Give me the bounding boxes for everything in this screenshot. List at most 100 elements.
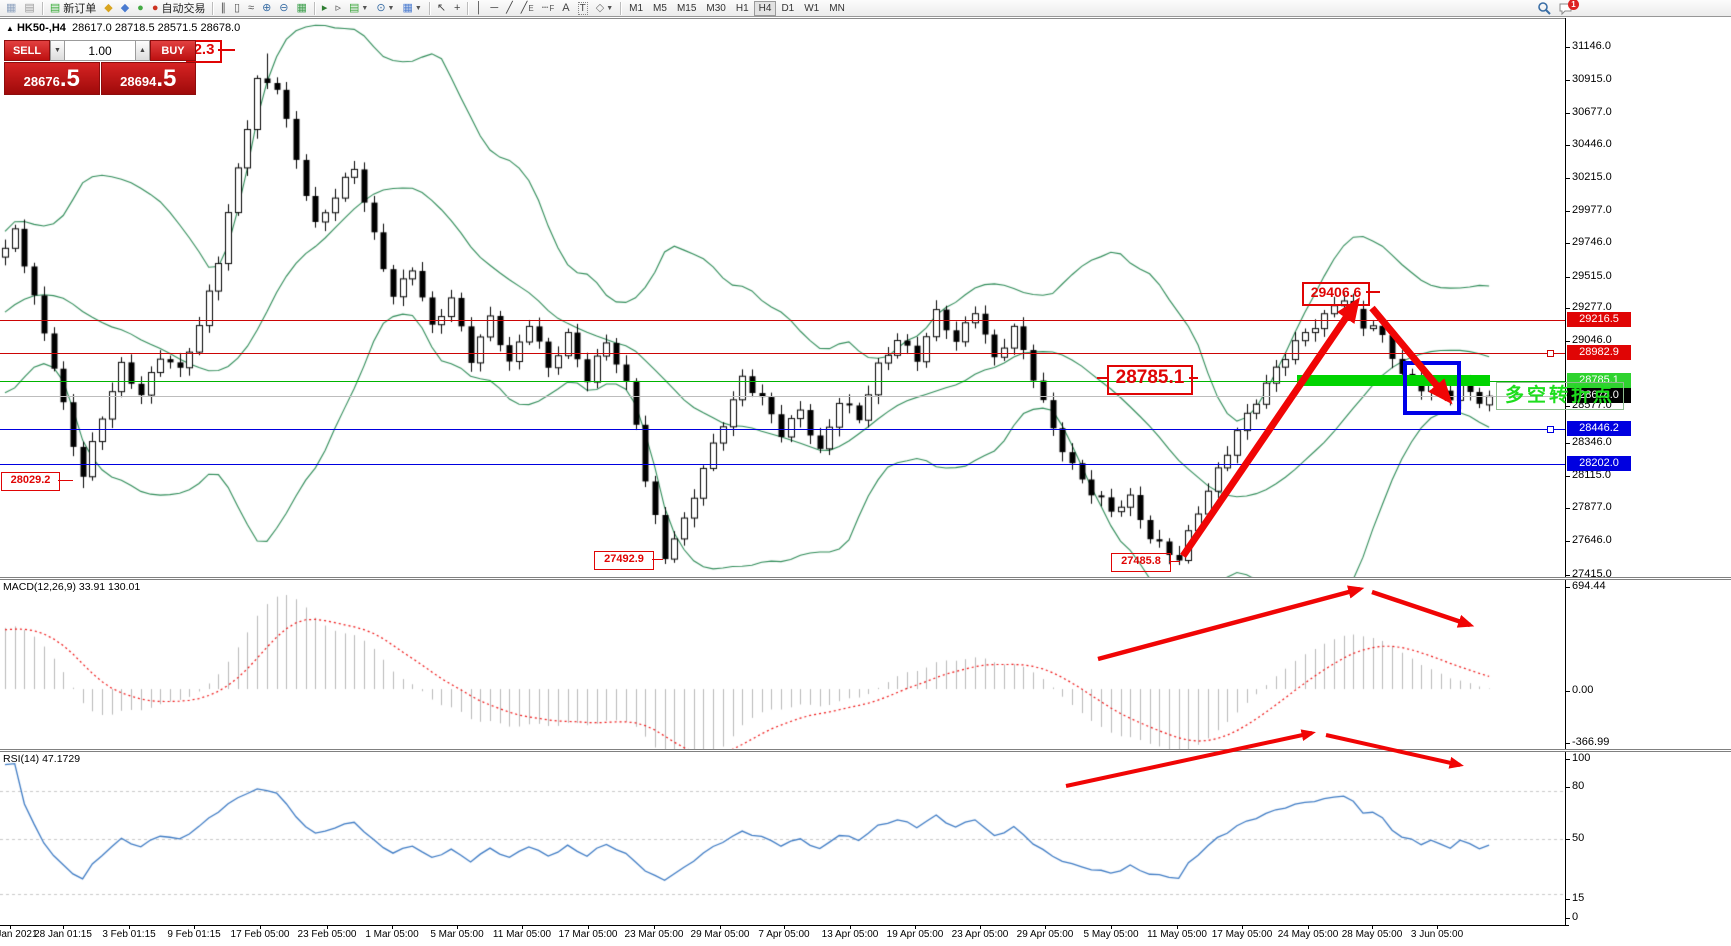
macd-pane-splitter[interactable] [0, 577, 1731, 580]
timeframe-button-mn[interactable]: MN [829, 2, 845, 14]
support-highlight-band[interactable] [1297, 375, 1490, 386]
time-axis-label: 3 Jun 05:00 [1410, 929, 1464, 940]
zoom-out-icon[interactable]: ⊖ [276, 1, 291, 16]
cursor-glyph: ↖ [436, 1, 447, 14]
notification-badge: 1 [1568, 0, 1579, 10]
sell-button[interactable]: SELL [4, 40, 50, 61]
horizontal-price-line[interactable] [0, 429, 1565, 430]
text-tool[interactable]: A [559, 1, 572, 16]
zoom-in-icon[interactable]: ⊕ [259, 1, 274, 16]
timeframe-button-h4[interactable]: H4 [753, 0, 777, 16]
time-axis-label: 23 Feb 05:00 [297, 929, 357, 940]
vertical-line-tool[interactable]: │ [472, 1, 485, 16]
equidistant-channel-tool[interactable]: ╱ E [518, 1, 537, 16]
indicators-button[interactable]: ▦ ▼ [399, 1, 424, 16]
price-axis-tick [1565, 406, 1570, 407]
timeframe-button-m30[interactable]: M30 [706, 2, 726, 14]
dropdown-caret-icon[interactable]: ▼ [414, 4, 422, 12]
sell-price-fraction: .5 [59, 65, 80, 92]
macd-chart-canvas[interactable] [0, 580, 1565, 749]
price-axis-tick [1565, 277, 1570, 278]
signal-icon[interactable]: ● [134, 1, 147, 16]
buy-price-main: 28694 [120, 74, 157, 89]
time-axis-label: 5 Mar 05:00 [430, 929, 484, 940]
collapse-panel-icon[interactable]: ▲ [6, 24, 14, 33]
arrows-glyph: ◇ [595, 1, 605, 14]
horizontal-price-line[interactable] [0, 464, 1565, 465]
price-tag[interactable]: 29406.6 [1302, 282, 1370, 306]
candlestick-chart-icon[interactable]: ▯ [231, 1, 243, 16]
rsi-chart-canvas[interactable] [0, 752, 1565, 925]
price-axis-tick [1565, 443, 1570, 444]
search-icon[interactable] [1537, 1, 1552, 16]
timeframe-button-m5[interactable]: M5 [653, 2, 667, 14]
line-chart-icon[interactable]: ≈ [245, 1, 257, 16]
lot-increase-button[interactable]: ▲ [135, 40, 150, 61]
line-selection-marker[interactable] [1547, 350, 1554, 357]
notifications-icon[interactable]: 1 [1558, 0, 1579, 16]
line-selection-marker[interactable] [1547, 426, 1554, 433]
lot-decrease-button[interactable]: ▼ [50, 40, 65, 61]
horizontal-price-line[interactable] [0, 381, 1565, 382]
turning-point-note[interactable]: 多空转折点 [1496, 382, 1624, 410]
tile-windows-icon[interactable]: ▦ [294, 1, 310, 16]
chart-window-icon[interactable]: ▦ [3, 1, 19, 16]
new-chart-button[interactable]: ▤ ▼ [346, 1, 371, 16]
rsi-axis-label: 50 [1572, 832, 1585, 844]
time-axis-label: 19 Apr 05:00 [886, 929, 944, 940]
buy-price-display[interactable]: 28694 .5 [100, 62, 196, 95]
auto-scroll-icon[interactable]: ▸ [319, 1, 331, 16]
consolidation-rectangle[interactable] [1403, 361, 1461, 415]
auto-trading-button[interactable]: ● 自动交易 [149, 1, 209, 16]
time-axis-label: 23 Apr 05:00 [951, 929, 1009, 940]
metaquotes-icon[interactable]: ◆ [118, 1, 132, 16]
price-axis-tick [1565, 308, 1570, 309]
dropdown-caret-icon[interactable]: ▼ [606, 4, 614, 12]
arrows-tool[interactable]: ◇ ▼ [593, 1, 616, 16]
price-tag[interactable]: 27492.9 [594, 551, 654, 570]
sell-price-main: 28676 [23, 74, 60, 89]
timeframe-button-m15[interactable]: M15 [676, 2, 697, 14]
price-tag[interactable]: 27485.8 [1111, 553, 1171, 572]
bar-chart-icon[interactable]: ∥ [217, 1, 229, 16]
horizontal-price-line[interactable] [0, 396, 1565, 397]
lot-size-input[interactable]: 1.00 [65, 40, 135, 61]
cursor-tool[interactable]: ↖ [434, 1, 449, 16]
rsi-pane-splitter[interactable] [0, 749, 1731, 752]
price-tag[interactable]: 28029.2 [1, 472, 60, 491]
signal-icon-glyph: ● [137, 1, 144, 14]
buy-button[interactable]: BUY [150, 40, 196, 61]
price-tag-connector [1169, 561, 1180, 562]
timeframe-button-w1[interactable]: W1 [804, 2, 820, 14]
horizontal-line-tool[interactable]: ─ [487, 1, 501, 16]
timeframe-button-m1[interactable]: M1 [629, 2, 644, 14]
timeframe-button-h1[interactable]: H1 [735, 2, 749, 14]
price-axis-tick [1565, 759, 1570, 760]
toolbar-separator [467, 1, 469, 15]
trendline-tool[interactable]: ╱ [503, 1, 516, 16]
new-order-glyph: ▤ [49, 1, 61, 14]
dropdown-caret-icon[interactable]: ▼ [361, 4, 369, 12]
time-axis-tick [260, 925, 261, 929]
macd-axis-label: 694.44 [1572, 580, 1606, 592]
periodicity-button[interactable]: ⊙ ▼ [373, 1, 397, 16]
price-tag[interactable]: 28785.1 [1107, 365, 1193, 395]
horizontal-price-line[interactable] [0, 353, 1565, 354]
equidistant-channel-glyph: ╱ [520, 1, 528, 14]
toolbar-separator [620, 1, 622, 15]
label-tool[interactable]: T [575, 1, 591, 16]
time-axis-label: 13 Apr 05:00 [821, 929, 879, 940]
sell-price-display[interactable]: 28676 .5 [4, 62, 100, 95]
crosshair-tool[interactable]: + [451, 1, 463, 16]
time-axis-label: 7 Apr 05:00 [758, 929, 810, 940]
timeframe-button-d1[interactable]: D1 [781, 2, 795, 14]
price-axis-label: 30677.0 [1572, 106, 1612, 118]
new-order-button[interactable]: ▤ 新订单 [47, 1, 99, 16]
horizontal-price-line[interactable] [0, 320, 1565, 321]
chart-shift-icon[interactable]: ▹ [332, 1, 344, 16]
gold-bar-icon[interactable]: ◆ [101, 1, 115, 16]
window-zoom-icon[interactable]: ▤ [21, 1, 37, 16]
fibonacci-tool[interactable]: ┄ F [539, 1, 558, 16]
time-axis-tick [522, 925, 523, 929]
dropdown-caret-icon[interactable]: ▼ [387, 4, 395, 12]
